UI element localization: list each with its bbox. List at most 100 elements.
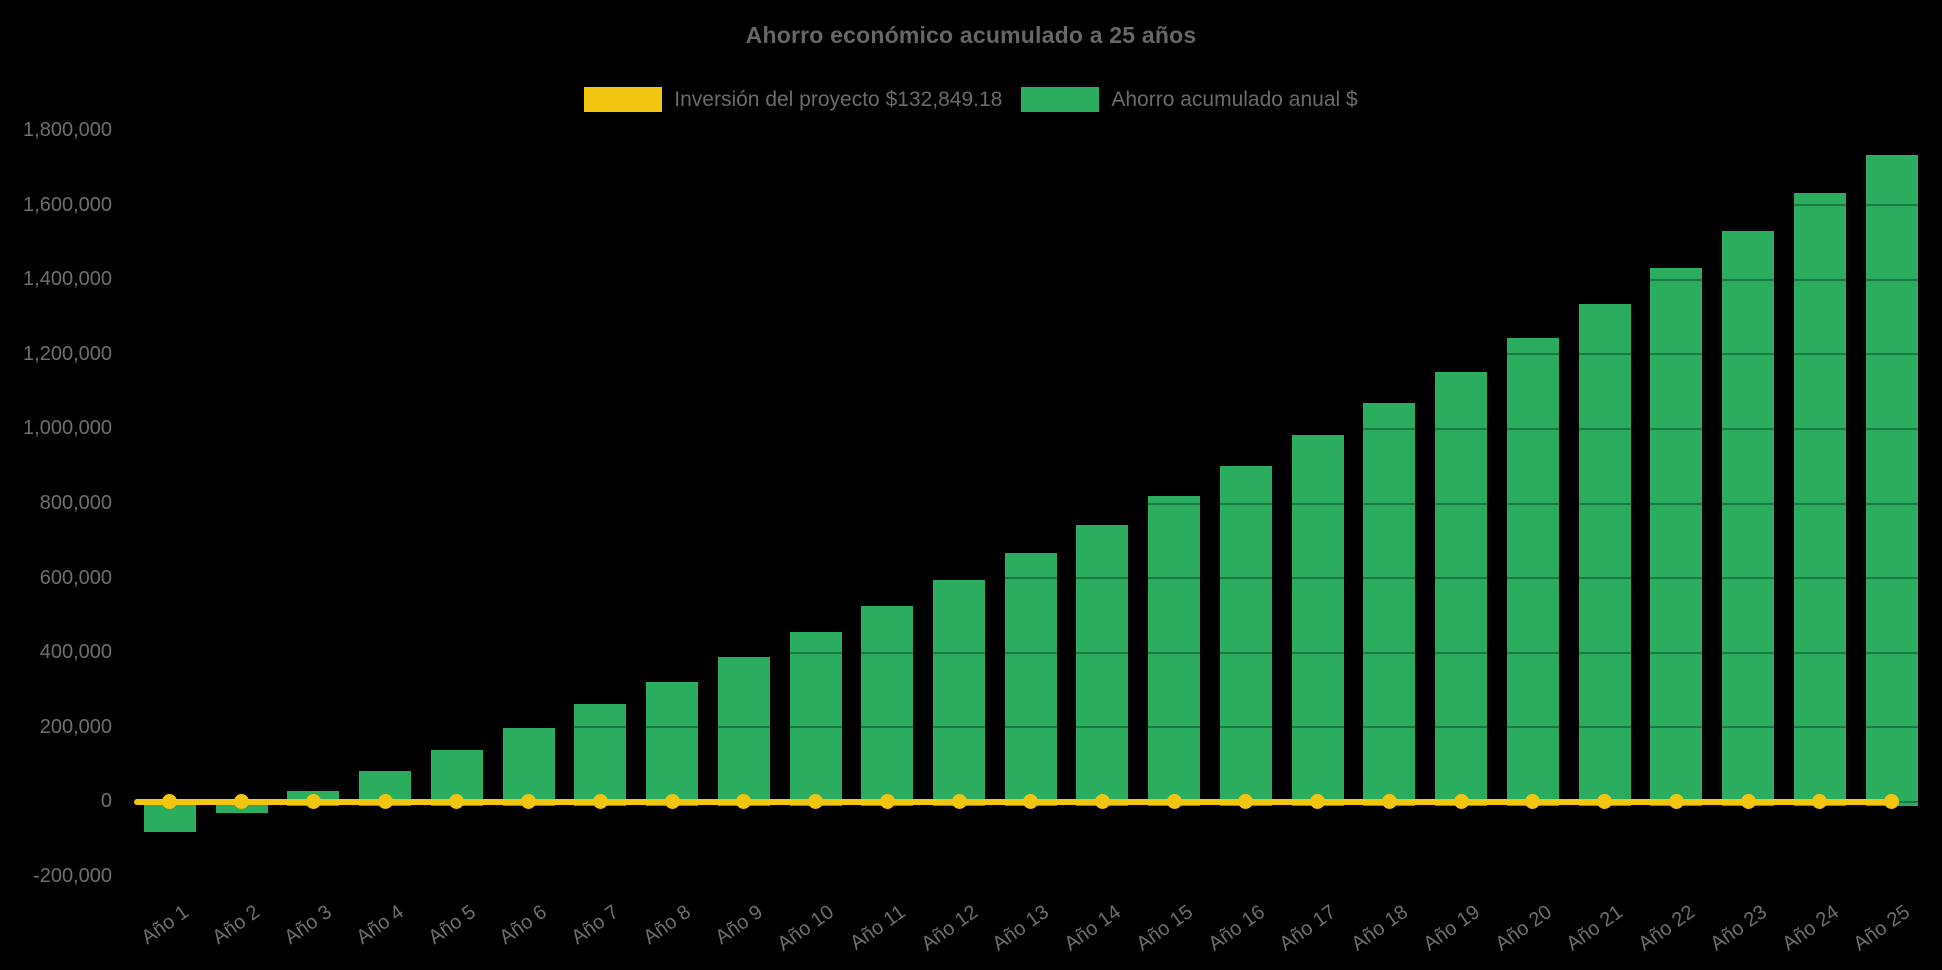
x-tick-año-6: Año 6 (495, 901, 552, 949)
bar-año-13[interactable] (1004, 552, 1057, 806)
line-point-año-15[interactable] (1166, 794, 1182, 810)
bar-año-14[interactable] (1076, 524, 1129, 806)
x-tick-año-10: Año 10 (773, 901, 839, 956)
line-point-año-6[interactable] (521, 794, 537, 810)
gridline (134, 353, 1928, 356)
y-tick-label: -200,000 (33, 864, 112, 887)
gridline (134, 278, 1928, 281)
x-tick-año-15: Año 15 (1132, 901, 1197, 956)
line-point-año-4[interactable] (377, 794, 393, 810)
line-point-año-24[interactable] (1812, 794, 1828, 810)
gridline (134, 502, 1928, 505)
line-point-año-1[interactable] (162, 794, 178, 810)
bar-año-8[interactable] (646, 681, 699, 806)
line-point-año-19[interactable] (1453, 794, 1469, 810)
x-tick-año-5: Año 5 (424, 901, 480, 949)
bar-año-11[interactable] (861, 606, 914, 806)
chart-title: Ahorro económico acumulado a 25 años (745, 22, 1197, 48)
legend-label-investment: Inversión del proyecto $132,849.18 (674, 87, 1003, 111)
line-point-año-12[interactable] (951, 794, 967, 810)
bar-año-23[interactable] (1722, 231, 1775, 806)
line-point-año-9[interactable] (736, 794, 752, 810)
line-point-año-18[interactable] (1381, 794, 1397, 810)
x-tick-año-4: Año 4 (352, 901, 408, 949)
x-tick-año-23: Año 23 (1706, 901, 1771, 956)
x-tick-año-3: Año 3 (280, 901, 336, 949)
line-point-año-11[interactable] (879, 794, 895, 810)
bar-año-6[interactable] (502, 728, 555, 806)
line-point-año-8[interactable] (664, 794, 680, 810)
x-tick-año-21: Año 21 (1562, 901, 1628, 956)
bar-año-22[interactable] (1650, 268, 1703, 806)
y-tick-label: 1,400,000 (23, 268, 112, 291)
gridline (134, 577, 1928, 580)
bar-año-10[interactable] (789, 632, 842, 806)
line-point-año-5[interactable] (449, 794, 465, 810)
x-tick-año-24: Año 24 (1777, 901, 1843, 956)
x-tick-año-1: Año 1 (137, 901, 193, 949)
gridline (134, 875, 1928, 878)
line-point-año-7[interactable] (592, 794, 608, 810)
y-tick-label: 1,600,000 (23, 193, 112, 216)
gridline (134, 726, 1928, 729)
bar-año-17[interactable] (1291, 434, 1344, 806)
x-tick-año-13: Año 13 (988, 901, 1054, 956)
x-tick-año-12: Año 12 (917, 901, 982, 956)
gridline (134, 129, 1928, 132)
bar-año-12[interactable] (933, 579, 985, 806)
line-point-año-25[interactable] (1884, 794, 1900, 810)
legend-item-investment[interactable]: Inversión del proyecto $132,849.18 (584, 87, 1002, 112)
bar-año-18[interactable] (1363, 402, 1416, 806)
y-tick-label: 400,000 (39, 641, 112, 664)
x-tick-año-9: Año 9 (710, 901, 767, 949)
x-tick-año-11: Año 11 (846, 901, 910, 955)
legend: Inversión del proyecto $132,849.18 Ahorr… (0, 87, 1942, 112)
gridline (134, 427, 1928, 430)
x-tick-año-14: Año 14 (1060, 901, 1126, 956)
bar-año-25[interactable] (1865, 154, 1918, 806)
line-point-año-16[interactable] (1238, 794, 1254, 810)
bar-año-21[interactable] (1578, 304, 1631, 806)
y-tick-label: 1,200,000 (23, 342, 112, 365)
bar-año-9[interactable] (717, 657, 770, 806)
bar-año-20[interactable] (1506, 337, 1559, 806)
y-tick-label: 800,000 (39, 492, 112, 514)
line-point-año-13[interactable] (1023, 794, 1039, 810)
legend-swatch-investment-icon (584, 87, 663, 112)
y-tick-label: 600,000 (39, 566, 112, 589)
x-tick-año-25: Año 25 (1849, 901, 1915, 956)
line-point-año-20[interactable] (1525, 794, 1541, 810)
line-point-año-2[interactable] (234, 794, 250, 810)
bar-año-16[interactable] (1219, 466, 1272, 806)
bar-año-7[interactable] (574, 704, 627, 806)
line-point-año-23[interactable] (1740, 794, 1756, 810)
y-tick-label: 1,800,000 (23, 119, 112, 142)
x-tick-año-18: Año 18 (1347, 901, 1413, 956)
legend-item-savings[interactable]: Ahorro acumulado anual $ (1021, 87, 1358, 112)
legend-label-savings: Ahorro acumulado anual $ (1111, 87, 1358, 111)
line-point-año-10[interactable] (808, 794, 824, 810)
x-tick-año-17: Año 17 (1275, 901, 1341, 956)
bar-año-19[interactable] (1435, 371, 1488, 806)
bar-año-15[interactable] (1148, 496, 1201, 806)
investment-line (134, 798, 1892, 805)
gridline (134, 204, 1928, 207)
line-point-año-21[interactable] (1597, 794, 1613, 810)
y-tick-label: 1,000,000 (23, 417, 112, 440)
line-point-año-22[interactable] (1668, 794, 1684, 810)
line-point-año-17[interactable] (1310, 794, 1326, 810)
x-tick-año-19: Año 19 (1419, 901, 1484, 956)
line-point-año-14[interactable] (1094, 794, 1110, 810)
x-tick-año-2: Año 2 (208, 901, 265, 949)
gridline (134, 651, 1928, 654)
y-tick-label: 200,000 (39, 715, 112, 738)
line-point-año-3[interactable] (305, 794, 321, 810)
legend-swatch-savings-icon (1021, 87, 1100, 112)
x-tick-año-20: Año 20 (1491, 901, 1556, 956)
x-tick-año-16: Año 16 (1204, 901, 1269, 956)
x-tick-año-22: Año 22 (1634, 901, 1700, 956)
bar-año-24[interactable] (1793, 193, 1846, 806)
y-tick-label: 0 (100, 790, 112, 813)
x-tick-año-8: Año 8 (639, 901, 695, 949)
